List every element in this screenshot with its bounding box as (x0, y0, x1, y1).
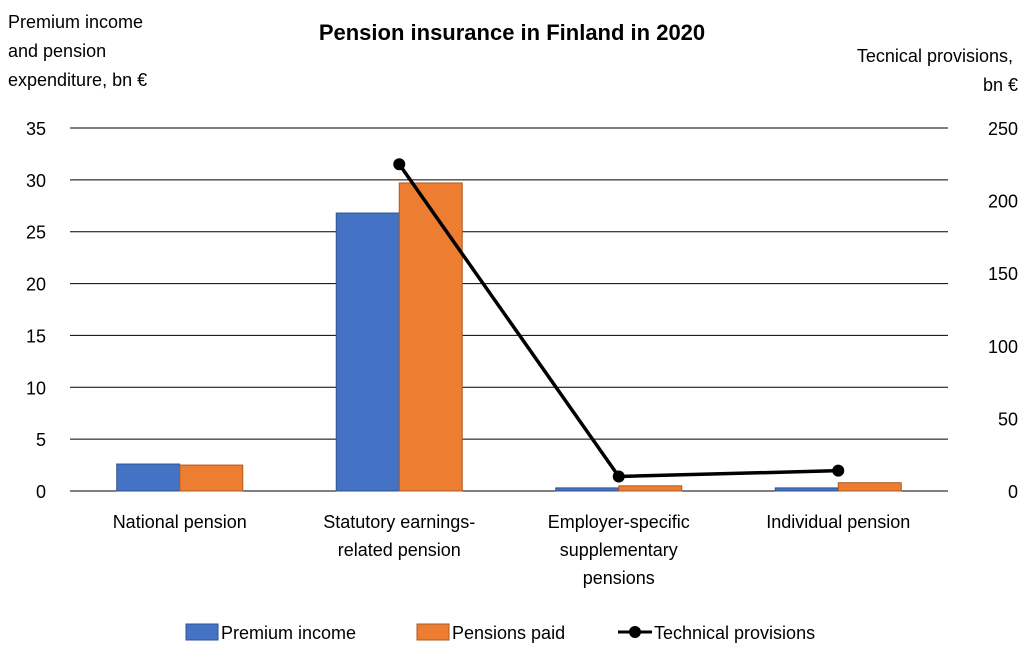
right-tick-label: 250 (988, 119, 1018, 139)
right-tick-label: 100 (988, 337, 1018, 357)
bar-premium-income (555, 487, 620, 492)
category-label-line: supplementary (560, 540, 678, 560)
left-axis-ticks: 0 5 10 15 20 25 30 35 (26, 119, 46, 502)
left-axis-title: Premium income and pension expenditure, … (8, 12, 148, 90)
category-label-line: pensions (583, 568, 655, 588)
bar-premium-income (116, 463, 181, 492)
left-tick-label: 10 (26, 378, 46, 398)
bar-pensions-paid (179, 464, 244, 492)
right-axis-title: Tecnical provisions, bn € (857, 46, 1018, 95)
legend-swatch-pensions-paid (416, 623, 450, 641)
left-tick-label: 35 (26, 119, 46, 139)
category-label-line: Employer-specific (548, 512, 690, 532)
right-tick-label: 200 (988, 192, 1018, 212)
left-tick-label: 25 (26, 223, 46, 243)
category-label: Employer-specific supplementary pensions (548, 512, 690, 588)
legend-label-premium-income: Premium income (221, 623, 356, 643)
category-label: Statutory earnings-related pension (323, 512, 475, 560)
category-label: Individual pension (766, 512, 910, 532)
chart-title: Pension insurance in Finland in 2020 (319, 20, 705, 45)
category-label-line: Statutory earnings- (323, 512, 475, 532)
bars (116, 182, 902, 492)
bar-premium-income (335, 212, 400, 492)
bar-pensions-paid (398, 182, 463, 492)
point-technical-provisions (832, 464, 845, 477)
left-axis-title-line: expenditure, bn € (8, 70, 147, 90)
point-technical-provisions (393, 158, 406, 171)
right-tick-label: 50 (998, 409, 1018, 429)
category-label-line: National pension (113, 512, 247, 532)
gridlines (70, 127, 948, 492)
legend-label-technical-provisions: Technical provisions (654, 623, 815, 643)
legend: Premium income Pensions paid Technical p… (185, 623, 815, 643)
legend-swatch-premium-income (185, 623, 219, 641)
right-tick-label: 150 (988, 264, 1018, 284)
right-axis-ticks: 0 50 100 150 200 250 (988, 119, 1018, 502)
category-label: National pension (113, 512, 247, 532)
bar-pensions-paid (837, 482, 902, 492)
bar-premium-income (774, 487, 839, 492)
category-labels: National pension Statutory earnings-relat… (113, 512, 911, 588)
point-technical-provisions (612, 470, 625, 483)
left-tick-label: 15 (26, 326, 46, 346)
legend-label-pensions-paid: Pensions paid (452, 623, 565, 643)
left-axis-title-line: Premium income (8, 12, 143, 32)
left-axis-title-line: and pension (8, 41, 106, 61)
bar-pensions-paid (618, 485, 683, 492)
technical-provisions-line (393, 158, 845, 483)
left-tick-label: 20 (26, 275, 46, 295)
left-tick-label: 0 (36, 482, 46, 502)
right-axis-title-line: Tecnical provisions, (857, 46, 1013, 66)
line-technical-provisions (397, 163, 839, 479)
category-label-line: Individual pension (766, 512, 910, 532)
left-tick-label: 5 (36, 430, 46, 450)
category-label-line: related pension (338, 540, 461, 560)
legend-marker-technical-provisions (629, 626, 641, 638)
right-axis-title-line: bn € (983, 75, 1018, 95)
right-tick-label: 0 (1008, 482, 1018, 502)
left-tick-label: 30 (26, 171, 46, 191)
